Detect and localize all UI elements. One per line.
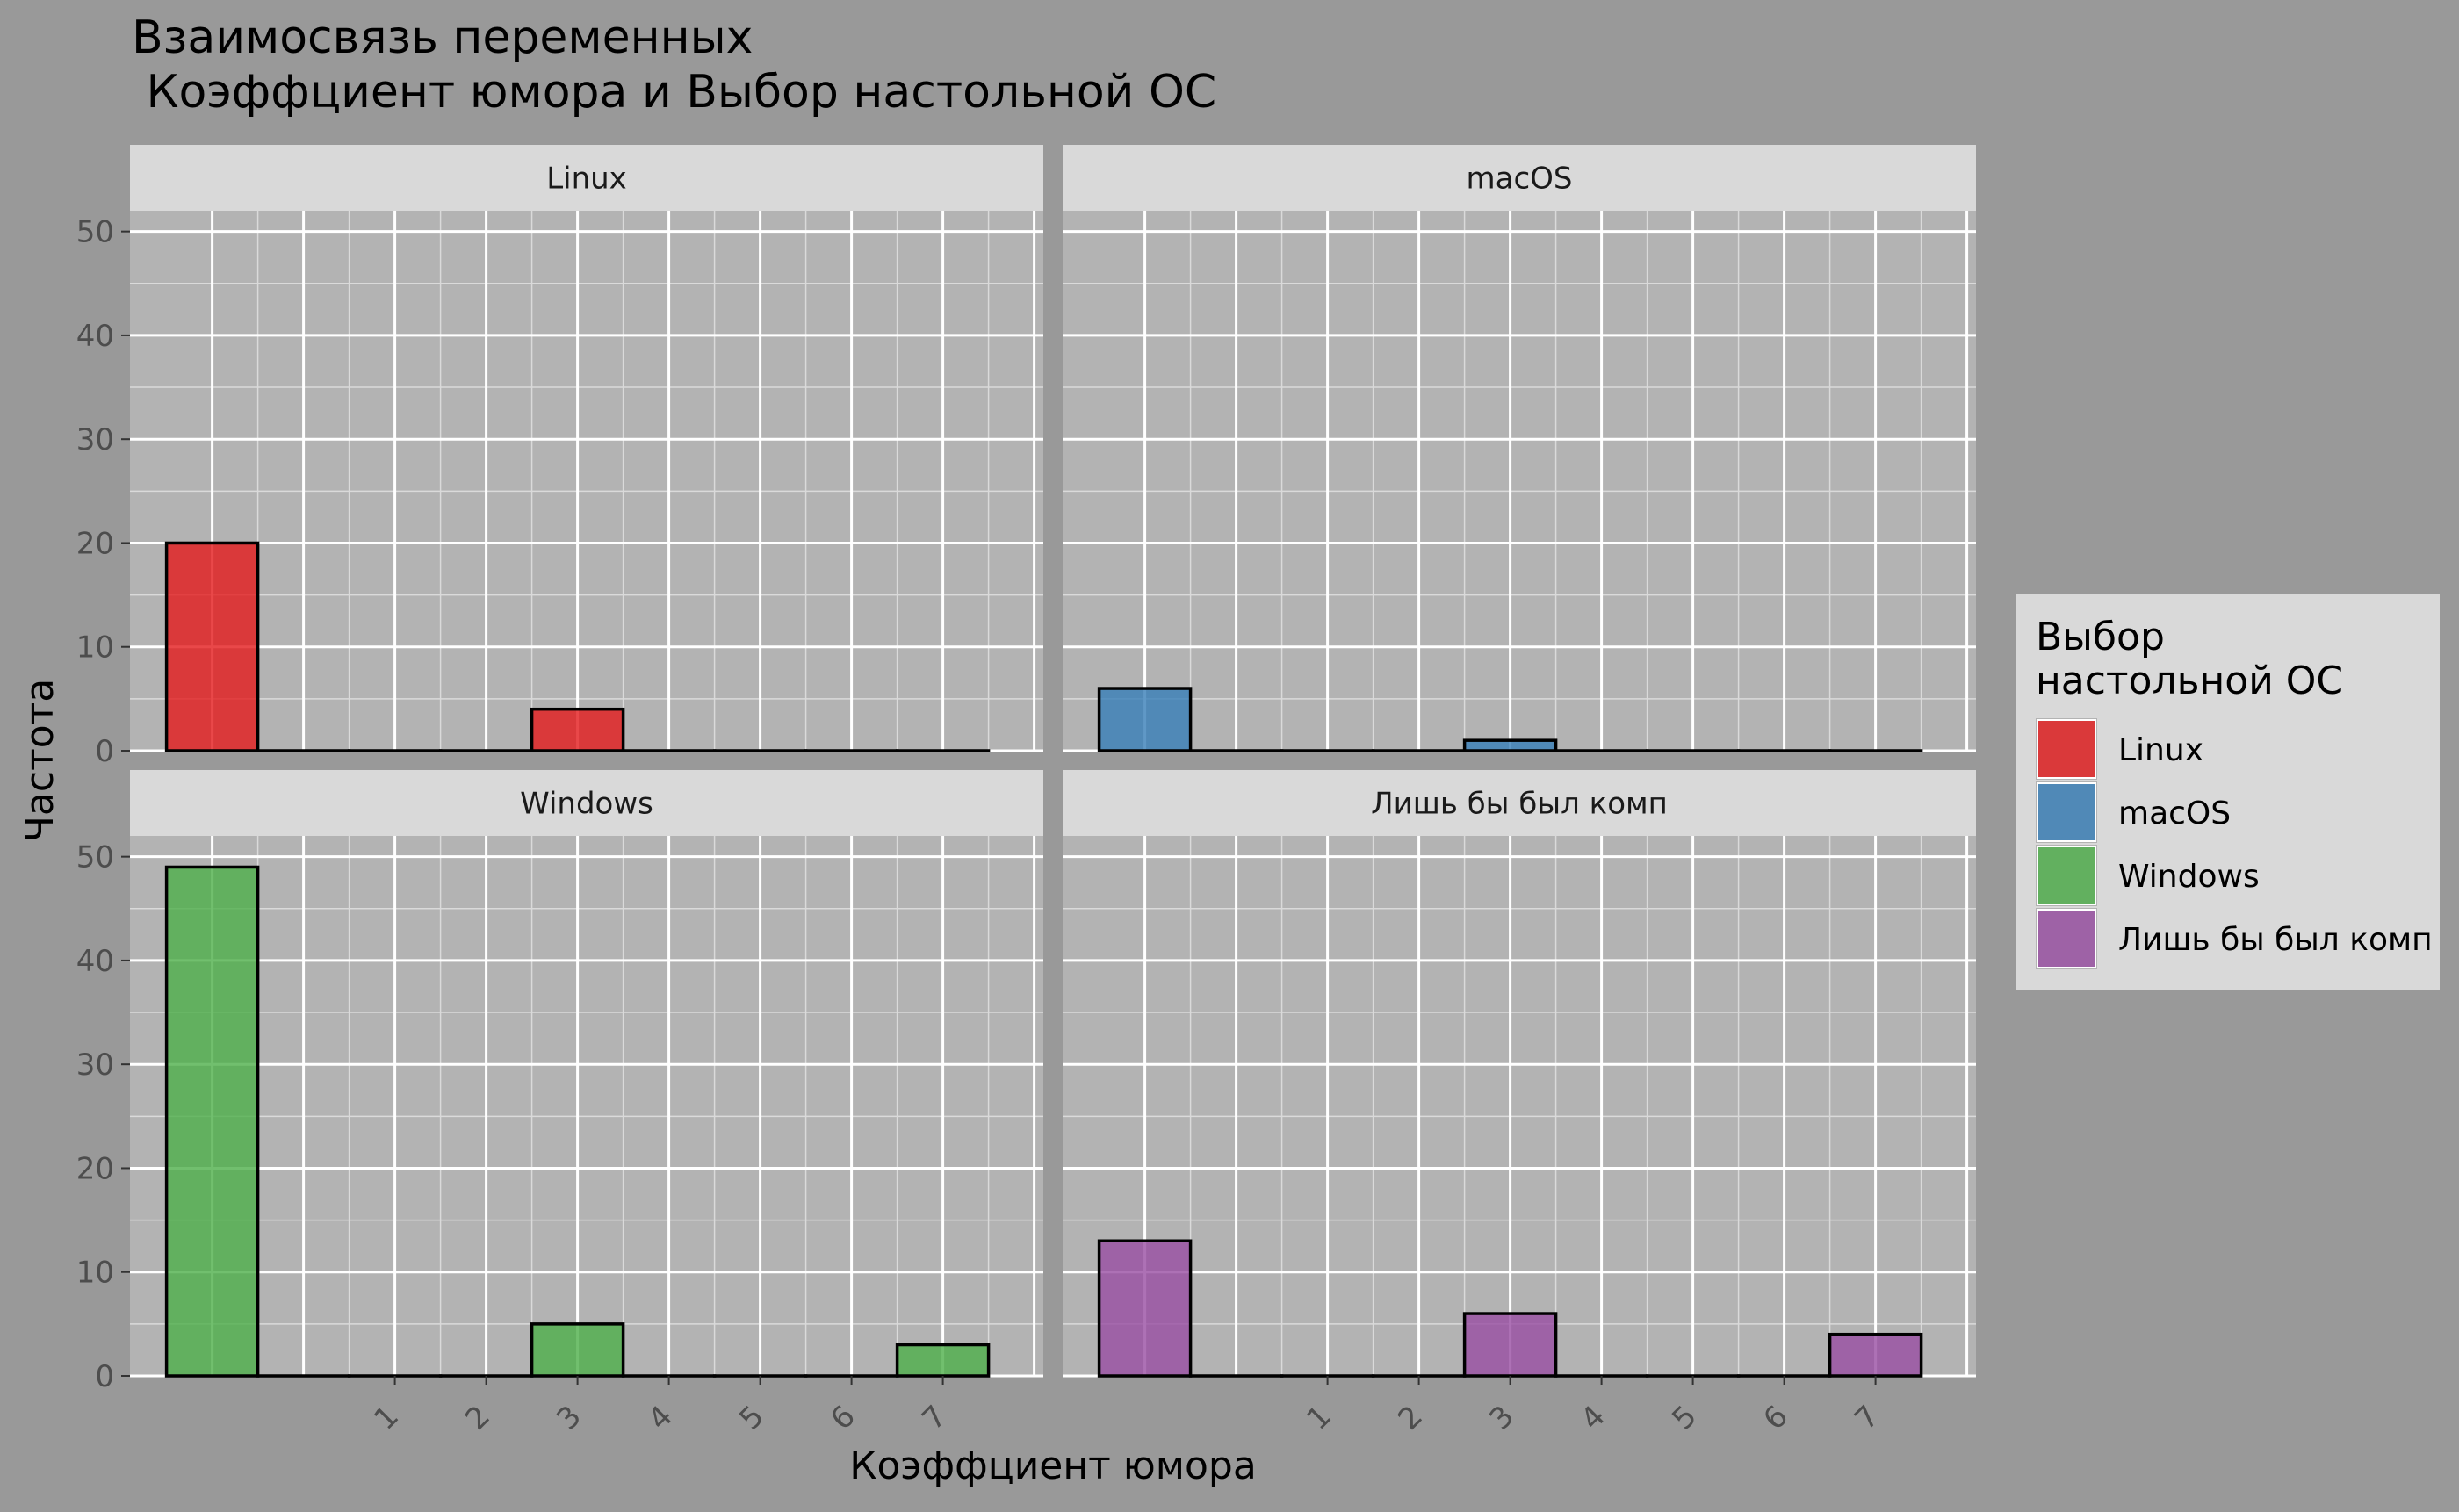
x-tick-label: 5 bbox=[1665, 1399, 1704, 1437]
facet-panel-linux: Linux 0 10 20 30 40 50 bbox=[76, 145, 1043, 769]
plot-background bbox=[130, 836, 1043, 1376]
plot-background bbox=[1063, 836, 1976, 1376]
y-tick-label: 40 bbox=[76, 319, 114, 354]
histogram-bar bbox=[1465, 1314, 1556, 1376]
x-tick-label: 6 bbox=[1756, 1399, 1795, 1437]
facet-strip-label: macOS bbox=[1467, 162, 1573, 197]
legend-label: Linux bbox=[2118, 732, 2203, 768]
legend-swatch bbox=[2037, 910, 2095, 968]
x-tick-label: 4 bbox=[1574, 1399, 1612, 1437]
x-tick-label: 6 bbox=[824, 1399, 862, 1437]
chart-title: Взаимосвязь переменных Коэффциент юмора … bbox=[132, 11, 1216, 119]
y-tick-label: 30 bbox=[76, 1048, 114, 1083]
x-tick-label: 2 bbox=[1391, 1399, 1430, 1437]
y-tick-label: 20 bbox=[76, 526, 114, 561]
y-tick-label: 20 bbox=[76, 1151, 114, 1186]
histogram-bar bbox=[532, 1324, 624, 1376]
y-tick-label: 10 bbox=[76, 1256, 114, 1291]
histogram-bar bbox=[898, 1345, 989, 1376]
legend-label: macOS bbox=[2118, 796, 2231, 832]
histogram-bar bbox=[1830, 1335, 1922, 1376]
facet-strip-label: Лишь бы был комп bbox=[1371, 787, 1668, 822]
x-tick-label: 7 bbox=[915, 1399, 954, 1437]
x-tick-label: 4 bbox=[641, 1399, 680, 1437]
x-tick-label: 1 bbox=[1300, 1399, 1338, 1437]
chart-title-line: Коэффциент юмора и Выбор настольной ОС bbox=[132, 66, 1216, 119]
plot-background bbox=[130, 211, 1043, 751]
histogram-bar bbox=[1100, 688, 1191, 751]
facet-strip-label: Linux bbox=[546, 162, 627, 197]
y-tick-label: 10 bbox=[76, 630, 114, 666]
plot-background bbox=[1063, 211, 1976, 751]
y-tick-label: 40 bbox=[76, 944, 114, 979]
legend-swatch bbox=[2037, 720, 2095, 778]
histogram-bar bbox=[167, 543, 258, 751]
y-axis-title: Частота bbox=[18, 679, 62, 842]
legend-swatch bbox=[2037, 846, 2095, 904]
x-tick-label: 1 bbox=[367, 1399, 406, 1437]
facet-panel-windows: Windows 0 10 20 30 40 50 1 2 3 4 5 6 7 bbox=[76, 770, 1043, 1437]
facet-strip-label: Windows bbox=[520, 787, 653, 822]
x-tick-label: 7 bbox=[1848, 1399, 1886, 1437]
y-tick-label: 0 bbox=[95, 734, 114, 769]
legend-swatch bbox=[2037, 783, 2095, 841]
x-axis-title: Коэффциент юмора bbox=[849, 1444, 1257, 1488]
legend-label: Windows bbox=[2118, 859, 2260, 895]
facet-panel-macos: macOS bbox=[1063, 145, 1976, 751]
y-tick-label: 30 bbox=[76, 422, 114, 457]
histogram-bar bbox=[1100, 1241, 1191, 1376]
histogram-bar bbox=[532, 709, 624, 751]
x-tick-label: 2 bbox=[458, 1399, 497, 1437]
chart-title-line: Взаимосвязь переменных bbox=[132, 11, 753, 64]
x-tick-label: 5 bbox=[732, 1399, 771, 1437]
y-tick-label: 0 bbox=[95, 1359, 114, 1394]
histogram-bar bbox=[167, 867, 258, 1376]
legend-title-line: настольной ОС bbox=[2036, 659, 2343, 703]
histogram-bar bbox=[1465, 740, 1556, 751]
x-tick-label: 3 bbox=[1482, 1399, 1521, 1437]
y-tick-label: 50 bbox=[76, 840, 114, 875]
facet-panel-лишь-бы-был-комп: Лишь бы был комп 1 2 3 4 5 6 7 bbox=[1063, 770, 1976, 1437]
legend-title-line: Выбор bbox=[2036, 615, 2165, 659]
x-tick-label: 3 bbox=[550, 1399, 588, 1437]
legend-label: Лишь бы был комп bbox=[2118, 922, 2433, 958]
y-tick-label: 50 bbox=[76, 215, 114, 250]
